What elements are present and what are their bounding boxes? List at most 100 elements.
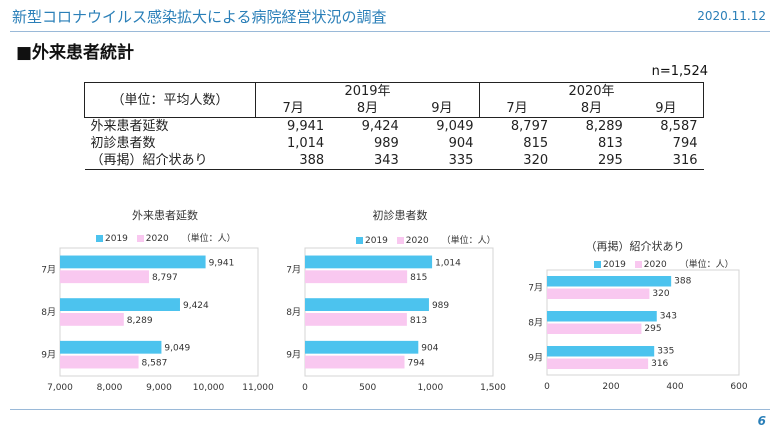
data-label-2019: 989	[432, 301, 449, 311]
table-year-header: 2019年	[255, 82, 480, 100]
data-label-2020: 813	[410, 316, 427, 326]
table-cell: 295	[554, 152, 629, 170]
category-label: 9月	[41, 350, 56, 361]
table-cell: 8,797	[479, 117, 555, 135]
legend-label: 2020	[405, 236, 429, 246]
legend-swatch-2020	[136, 235, 144, 242]
chart-legend: 2019 2020 （単位：人）	[350, 233, 496, 246]
legend-swatch-2019	[356, 237, 363, 244]
data-label-2020: 8,587	[142, 358, 168, 368]
sample-size-note: n=1,524	[651, 64, 708, 79]
legend-label: 2020	[145, 234, 169, 244]
bar-2019	[547, 276, 672, 287]
chart-title: （再掲）紹介状あり	[585, 240, 685, 253]
category-label: 7月	[528, 283, 543, 294]
table-cell: 813	[597, 136, 623, 151]
bar-2020	[305, 270, 408, 284]
table-row-label: （再掲）紹介状あり	[84, 152, 256, 170]
bar-2019	[60, 340, 162, 354]
table-cell: 9,941	[255, 117, 331, 135]
table-row: 初診患者数 1,014 989 904 815 813 794	[85, 135, 704, 152]
data-label-2020: 295	[644, 324, 661, 334]
tick-label: 8,000	[97, 383, 123, 393]
category-label: 9月	[286, 350, 301, 361]
legend-swatch-2019	[96, 235, 103, 242]
legend-unit: （単位：人）	[441, 236, 496, 246]
chart-legend: 2019 2020 （単位：人）	[588, 257, 734, 270]
table-row: 外来患者延数 9,941 9,424 9,049 8,797 8,289 8,5…	[84, 117, 704, 135]
legend-label: 2019	[105, 234, 128, 244]
bar-2019	[305, 298, 429, 311]
tick-label: 400	[666, 382, 683, 392]
tick-label: 1,500	[480, 383, 506, 393]
page-header-date: 2020.11.12	[697, 9, 766, 23]
legend-unit: （単位：人）	[679, 260, 734, 270]
table-month-header: 9月	[628, 100, 704, 118]
bar-2019	[60, 298, 180, 311]
table-cell: 343	[330, 152, 405, 170]
table-row-label: 外来患者延数	[84, 117, 256, 135]
data-label-2019: 904	[421, 344, 438, 354]
legend-label: 2019	[365, 236, 388, 246]
tick-label: 9,000	[146, 383, 172, 393]
legend-swatch-2020	[634, 261, 642, 268]
table-header-row-years: （単位：平均人数） 2019年 2020年	[84, 82, 705, 118]
table-cell: 320	[479, 152, 555, 170]
legend-unit: （単位：人）	[181, 234, 236, 244]
table-cell: 335	[404, 152, 480, 170]
data-label-2019: 388	[674, 277, 691, 287]
tick-label: 1,000	[417, 383, 443, 393]
section-title: ■外来患者統計	[16, 43, 135, 63]
table-cell: 904	[448, 136, 474, 151]
legend-label: 2019	[603, 260, 626, 270]
chart-referral-patients: 388 320 7月 343 295 8月 335 316 9月 0 200 400 600	[517, 269, 757, 402]
table-row: （再掲）紹介状あり 388 343 335 320 295 316	[84, 152, 704, 170]
bar-2019	[547, 346, 655, 357]
tick-label: 11,000	[242, 383, 274, 393]
table-year-header: 2020年	[478, 82, 705, 100]
plot-area	[546, 269, 740, 376]
data-label-2020: 320	[652, 289, 669, 299]
chart-svg: 1,014 815 7月 989 813 8月 904 794 9月 0 500 1,000 1,500	[286, 247, 506, 393]
outpatient-stats-table: （単位：平均人数） 2019年 2020年 7月 8月 9月 7月 8月 9月 …	[84, 82, 705, 170]
chart-outpatient-visits: 9,941 8,797 7月 9,424 8,289 8月 9,049 8,587 9月 7,00…	[30, 247, 274, 402]
data-label-2019: 9,049	[164, 344, 190, 354]
category-label: 8月	[286, 307, 301, 318]
tick-label: 600	[730, 382, 747, 392]
data-label-2020: 316	[651, 359, 668, 369]
table-month-header: 9月	[431, 101, 453, 116]
tick-label: 200	[602, 382, 619, 392]
data-label-2020: 794	[408, 358, 425, 368]
bar-2019	[305, 340, 419, 354]
table-month-header: 8月	[356, 101, 379, 116]
table-cell: 989	[373, 136, 399, 151]
bar-2020	[60, 270, 149, 284]
table-month-header: 7月	[255, 100, 331, 118]
table-cell: 316	[628, 152, 704, 170]
chart-svg: 388 320 7月 343 295 8月 335 316 9月 0 200 400 600	[528, 269, 748, 392]
data-label-2020: 815	[410, 273, 427, 283]
table-cell: 388	[255, 152, 331, 170]
table-cell: 9,049	[404, 117, 480, 135]
data-label-2020: 8,797	[152, 273, 178, 283]
chart-title: 外来患者延数	[132, 209, 198, 222]
data-label-2019: 1,014	[435, 258, 461, 268]
bar-2020	[547, 323, 642, 334]
category-label: 8月	[41, 307, 56, 318]
data-label-2019: 335	[657, 347, 674, 357]
data-label-2019: 9,424	[183, 301, 209, 311]
category-label: 7月	[286, 264, 301, 275]
bar-2019	[305, 255, 433, 269]
footer-divider	[10, 409, 770, 410]
category-label: 9月	[528, 353, 543, 364]
chart-new-patients: 1,014 815 7月 989 813 8月 904 794 9月 0 500 1,000 1,500	[275, 247, 515, 402]
category-label: 7月	[41, 264, 56, 275]
table-month-header: 8月	[580, 101, 603, 116]
bar-2019	[547, 311, 657, 322]
category-label: 8月	[528, 318, 543, 329]
data-label-2019: 343	[660, 312, 677, 322]
legend-swatch-2019	[594, 261, 601, 268]
table-cell: 1,014	[286, 136, 325, 151]
chart-title: 初診患者数	[372, 209, 428, 222]
tick-label: 500	[359, 383, 376, 393]
